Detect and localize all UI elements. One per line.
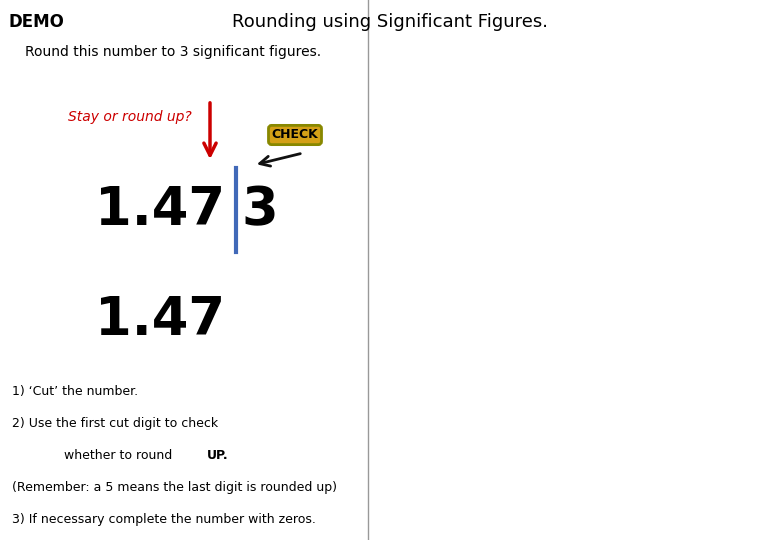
Text: 2) Use the first cut digit to check: 2) Use the first cut digit to check (12, 417, 218, 430)
Text: (Remember: a 5 means the last digit is rounded up): (Remember: a 5 means the last digit is r… (12, 481, 337, 494)
Text: DEMO: DEMO (8, 13, 64, 31)
Text: Rounding using Significant Figures.: Rounding using Significant Figures. (232, 13, 548, 31)
Text: 3) If necessary complete the number with zeros.: 3) If necessary complete the number with… (12, 513, 316, 526)
Text: 1.47: 1.47 (95, 294, 225, 346)
Text: UP.: UP. (207, 449, 229, 462)
Text: whether to round: whether to round (12, 449, 176, 462)
Text: CHECK: CHECK (271, 129, 318, 141)
Text: 1) ‘Cut’ the number.: 1) ‘Cut’ the number. (12, 385, 138, 398)
Text: 1.47: 1.47 (95, 184, 225, 236)
Text: Round this number to 3 significant figures.: Round this number to 3 significant figur… (25, 45, 321, 59)
Text: Stay or round up?: Stay or round up? (68, 110, 192, 124)
Text: 3: 3 (241, 184, 278, 236)
